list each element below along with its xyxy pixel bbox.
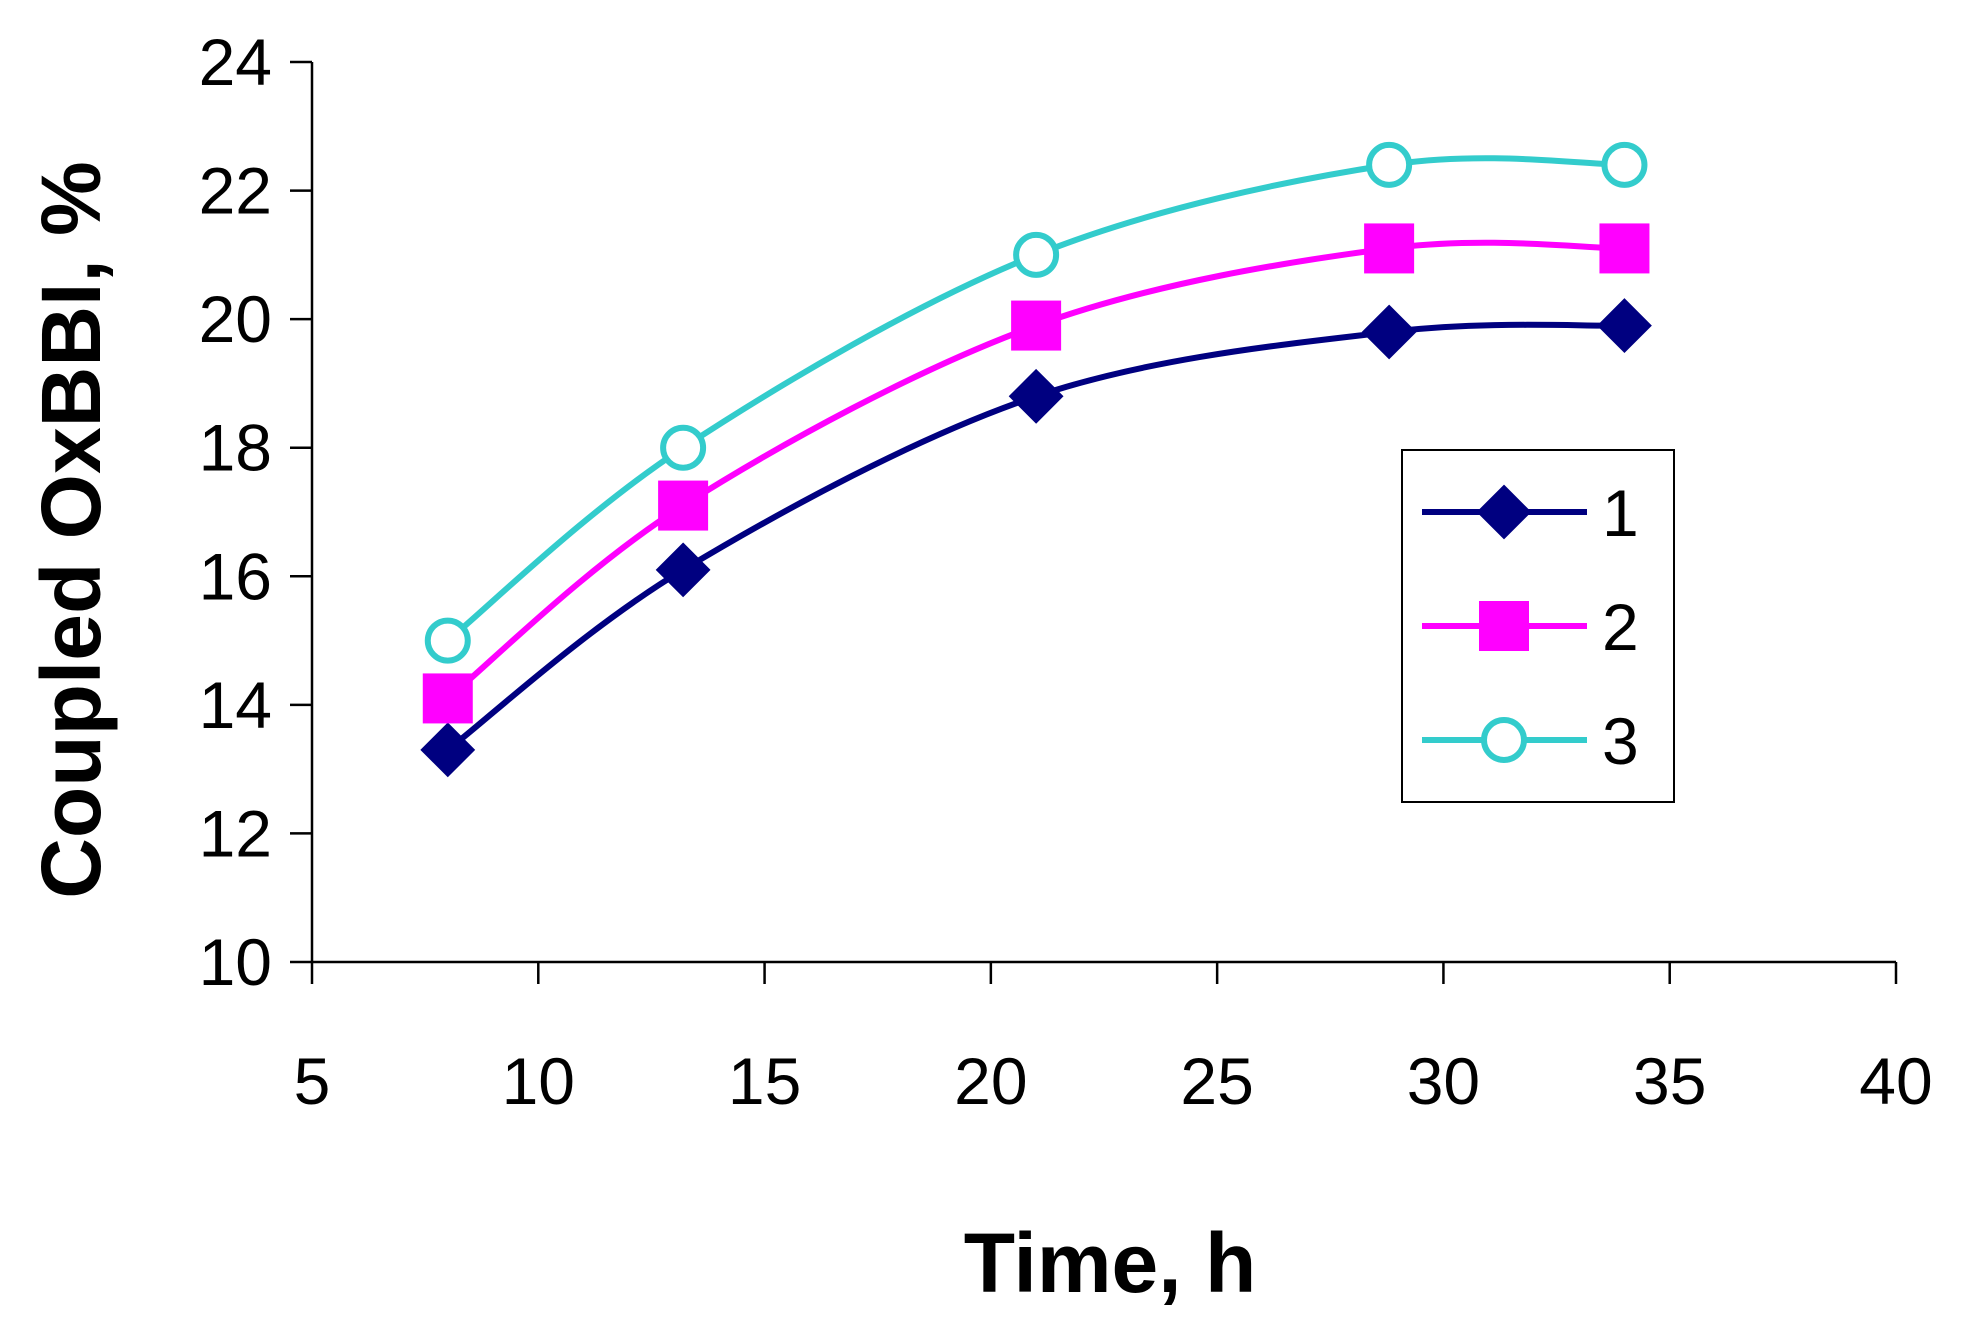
data-point: [1013, 231, 1060, 278]
series-2: [422, 223, 1650, 724]
x-tick-label: 5: [294, 1044, 331, 1118]
series-1: [420, 298, 1652, 778]
legend-marker: [1479, 601, 1529, 651]
y-tick-label: 10: [199, 925, 272, 999]
data-point: [1601, 141, 1648, 188]
data-point: [1599, 223, 1650, 274]
y-axis-title: Coupled OxBBI, %: [24, 161, 118, 898]
legend-item-3: 3: [1422, 704, 1639, 778]
x-tick-label: 35: [1633, 1044, 1706, 1118]
data-point: [420, 722, 476, 778]
legend-item-2: 2: [1422, 590, 1639, 664]
legend: 1 2 3: [1401, 449, 1675, 803]
x-tick-label: 30: [1407, 1044, 1480, 1118]
series-3: [424, 141, 1648, 664]
y-tick-label: 18: [199, 411, 272, 485]
y-tick-label: 22: [199, 154, 272, 228]
y-tick-label: 20: [199, 282, 272, 356]
legend-marker: [1476, 484, 1532, 540]
data-point: [1364, 223, 1415, 274]
series-layer: [420, 141, 1652, 778]
data-point: [1366, 141, 1413, 188]
y-tick-label: 12: [199, 796, 272, 870]
data-point: [655, 542, 711, 598]
x-tick-label: 10: [502, 1044, 575, 1118]
legend-item-1: 1: [1422, 476, 1639, 550]
data-point: [1008, 368, 1064, 424]
data-point: [1597, 298, 1652, 353]
legend-label: 2: [1602, 590, 1639, 664]
x-tick-label: 15: [728, 1044, 801, 1118]
data-point: [424, 617, 471, 664]
x-axis-title: Time, h: [964, 1216, 1257, 1310]
legend-label: 1: [1602, 476, 1639, 550]
data-point: [1361, 304, 1417, 360]
x-tick-label: 25: [1180, 1044, 1253, 1118]
x-tick-label: 20: [954, 1044, 1027, 1118]
data-point: [422, 673, 473, 724]
data-point: [660, 424, 707, 471]
legend-marker: [1481, 717, 1527, 763]
y-tick-label: 16: [199, 539, 272, 613]
data-point: [658, 480, 709, 531]
data-point: [1011, 300, 1062, 351]
y-tick-label: 14: [199, 668, 272, 742]
y-tick-label: 24: [199, 25, 272, 99]
legend-label: 3: [1602, 704, 1639, 778]
x-tick-label: 40: [1859, 1044, 1932, 1118]
